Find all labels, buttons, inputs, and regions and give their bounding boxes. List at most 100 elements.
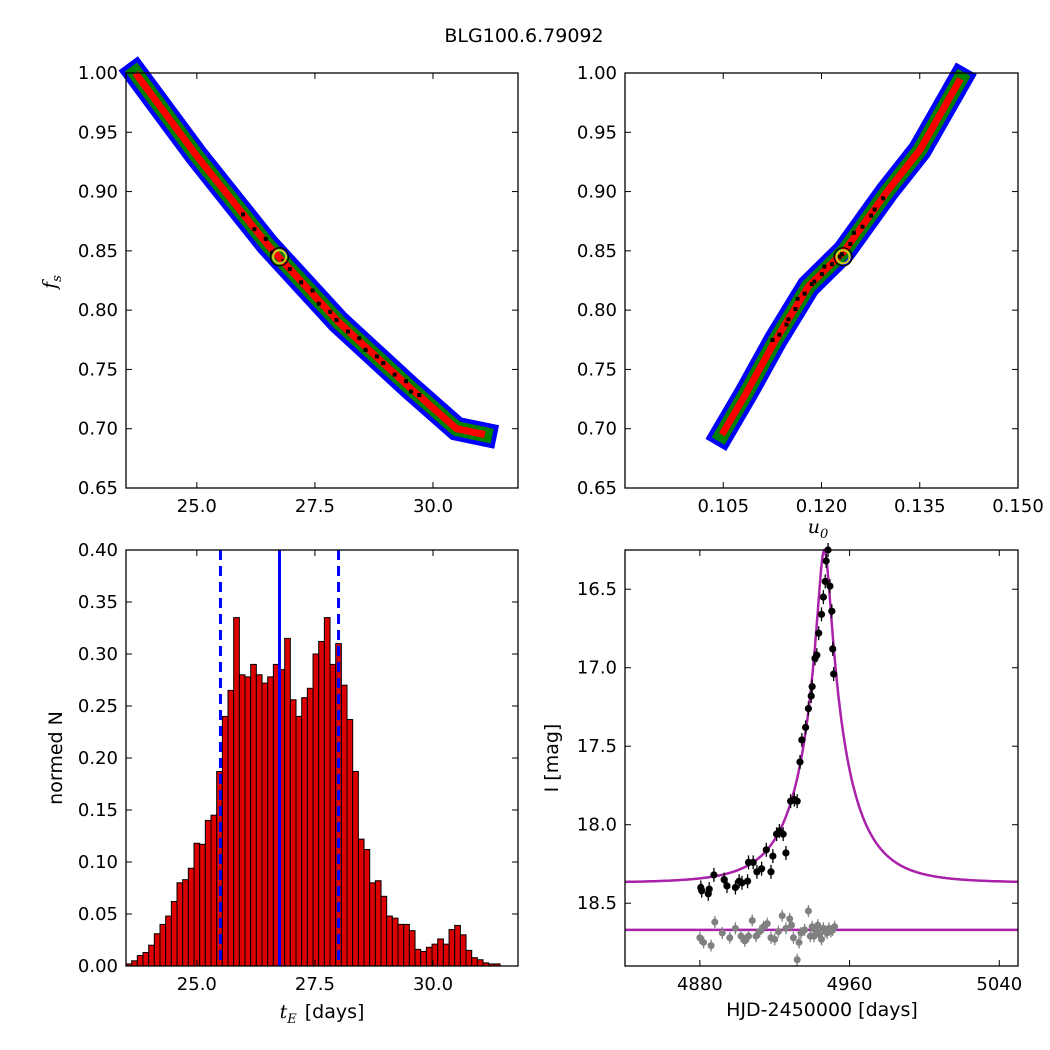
x-tick-label: 27.5 [295, 974, 335, 995]
residual-point [731, 924, 739, 932]
mcmc-sample-point [851, 230, 856, 235]
histogram-bar [420, 950, 427, 967]
residual-point [726, 934, 734, 942]
y-tick-label: 0.90 [78, 182, 118, 203]
data-point [731, 883, 740, 892]
histogram-bar [306, 687, 314, 967]
x-tick-label: 4880 [677, 974, 723, 995]
x-tick-label: 25.0 [177, 496, 217, 517]
contour-3sigma [118, 56, 500, 449]
histogram-bar [459, 934, 467, 967]
x-tick-label: 0.150 [992, 496, 1044, 517]
mcmc-sample-point [409, 389, 414, 394]
residual-point [741, 937, 749, 945]
data-point [758, 865, 766, 873]
data-point [698, 887, 706, 895]
residual-point [771, 935, 779, 943]
mcmc-sample-point [881, 196, 886, 201]
histogram-bar [199, 843, 206, 967]
xlabel-u0: u0 [808, 516, 829, 542]
contour-layer-tr [705, 62, 977, 452]
histogram-bar [284, 637, 291, 967]
histogram-bar [414, 948, 422, 967]
residual-point [831, 923, 839, 931]
residual-point [718, 929, 726, 937]
data-point [793, 797, 801, 805]
data-point [801, 723, 810, 731]
histogram-bar [346, 719, 354, 967]
data-point [830, 670, 838, 678]
data-point [738, 879, 746, 887]
ticks-bl: 25.0 27.5 30.0 0.00 0.05 0.10 0.15 0.20 0.25 0.30… [78, 540, 518, 995]
mcmc-sample-point [299, 280, 304, 285]
histogram-bar [221, 715, 229, 967]
xlabel-tE-sub: E [286, 1012, 297, 1027]
mcmc-sample-point [802, 291, 807, 296]
data-point [826, 582, 834, 590]
y-tick-label: 18.0 [577, 815, 617, 836]
histogram-bar [437, 938, 444, 967]
mcmc-sample-point [812, 279, 817, 284]
residual-point [756, 927, 764, 935]
residual-point [804, 907, 812, 915]
histogram-bar [295, 715, 303, 967]
residual-point [778, 912, 786, 920]
histogram-bar [448, 929, 456, 967]
histogram-bar [391, 917, 399, 967]
histogram-bar [380, 895, 388, 967]
mcmc-sample-point [784, 322, 789, 327]
histogram-bar [352, 771, 359, 967]
x-tick-label: 0.135 [894, 496, 946, 517]
panel-tE-histogram: 25.0 27.5 30.0 0.00 0.05 0.10 0.15 0.20 0.25 0.30… [45, 540, 519, 1027]
ylabel-fs: fs [39, 275, 65, 291]
histogram-bar [329, 663, 337, 967]
x-tick-label: 30.0 [413, 496, 453, 517]
data-point [813, 651, 821, 659]
y-tick-label: 0.65 [577, 478, 617, 499]
histogram-bar [397, 923, 405, 967]
y-tick-label: 0.00 [78, 956, 118, 977]
histogram-bar [159, 923, 167, 967]
y-tick-label: 0.05 [78, 904, 118, 925]
mcmc-sample-point [837, 254, 842, 259]
data-point [762, 846, 770, 854]
histogram-bar [267, 676, 274, 967]
data-point [817, 610, 826, 618]
y-tick-label: 17.0 [577, 658, 617, 679]
data-point [782, 849, 790, 857]
data-point [815, 629, 823, 637]
mcmc-sample-point [328, 309, 333, 314]
data-point [828, 607, 836, 615]
y-tick-label: 0.85 [78, 241, 118, 262]
histogram-bar [465, 949, 473, 967]
x-tick-label: 27.5 [295, 496, 335, 517]
mcmc-sample-point [334, 318, 339, 322]
axes-frame-tr [624, 72, 1019, 489]
mcmc-sample-point [403, 379, 408, 384]
mcmc-sample-point [392, 372, 397, 377]
y-tick-label: 0.35 [78, 592, 118, 613]
x-tick-label: 30.0 [413, 974, 453, 995]
y-tick-label: 0.70 [78, 419, 118, 440]
best-fit-marker-outline [269, 247, 290, 267]
mcmc-sample-point [822, 264, 827, 269]
histogram-bar [233, 617, 240, 967]
xlabel-tE: tE [days] [280, 1001, 365, 1027]
histogram-bar [357, 838, 365, 967]
histogram-bar [182, 879, 189, 967]
contour-layer-tl [118, 56, 500, 449]
histogram-bar [193, 842, 201, 967]
mcmc-sample-point [345, 329, 350, 334]
mcmc-sample-point [287, 267, 292, 272]
xlabel-u0-sub: 0 [820, 527, 828, 542]
panel-fs-vs-u0: 0.105 0.120 0.135 0.150 0.65 0.70 0.75 0.80 0.85… [577, 62, 1044, 542]
histogram-bar [136, 955, 144, 967]
ticks-br: 4880 4960 5040 16.5 17.0 17.5 18.0 18.5 [577, 550, 1022, 995]
data-point [779, 830, 787, 838]
x-tick-label: 5040 [976, 974, 1022, 995]
data-point [723, 882, 731, 890]
mcmc-sample-point [872, 207, 877, 212]
axes-frame-bl [125, 549, 519, 967]
data-point [710, 871, 718, 879]
mcmc-sample-point [374, 354, 379, 359]
